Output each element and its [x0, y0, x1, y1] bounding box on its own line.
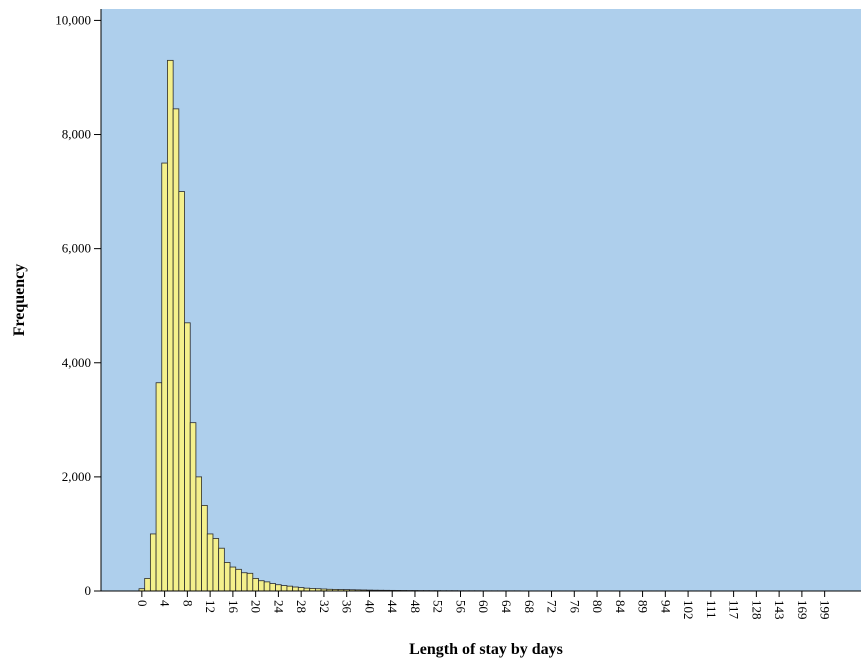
histogram-bar: [144, 578, 151, 592]
x-tick-label: 20: [249, 600, 264, 613]
plot-area: [101, 9, 861, 591]
x-tick-label: 36: [340, 600, 355, 614]
histogram-bar: [280, 585, 288, 592]
histogram-bar: [297, 587, 305, 592]
y-tick-label: 0: [85, 583, 92, 598]
y-axis-title: Frequency: [11, 264, 28, 337]
histogram-bar: [206, 533, 214, 592]
x-tick-label: 0: [135, 600, 150, 607]
x-tick-label: 68: [522, 600, 537, 613]
histogram-bar: [241, 572, 248, 592]
histogram-bar: [252, 578, 259, 592]
x-tick-label: 60: [476, 600, 491, 613]
x-tick-label: 169: [795, 600, 810, 620]
histogram-bar: [246, 572, 254, 592]
x-tick-label: 128: [749, 600, 764, 620]
histogram-bar: [212, 538, 220, 592]
x-tick-label: 8: [180, 600, 195, 607]
histogram-bar: [286, 585, 294, 592]
x-tick-label: 84: [613, 600, 628, 614]
x-axis-title: Length of stay by days: [409, 641, 563, 658]
x-tick-label: 199: [818, 600, 833, 620]
x-tick-label: 72: [545, 600, 560, 613]
y-tick-label: 6,000: [62, 241, 91, 256]
histogram-bar: [218, 547, 225, 592]
x-tick-label: 64: [499, 600, 514, 614]
histogram-bar: [184, 322, 191, 592]
x-tick-label: 89: [636, 600, 651, 613]
histogram-bar: [235, 568, 242, 592]
histogram-bar: [292, 586, 299, 592]
histogram-bar: [229, 566, 237, 592]
histogram-bar: [189, 422, 197, 592]
histogram-bar: [172, 108, 180, 592]
histogram-bar: [263, 581, 271, 592]
histogram-bar: [258, 580, 265, 592]
histogram-bar: [275, 584, 282, 592]
x-tick-label: 94: [658, 600, 673, 614]
y-tick-label: 8,000: [62, 127, 91, 142]
x-tick-label: 28: [294, 600, 309, 613]
x-tick-label: 76: [567, 600, 582, 614]
histogram-bar: [161, 162, 168, 592]
x-tick-label: 12: [203, 600, 218, 613]
histogram-bar: [201, 505, 208, 592]
x-tick-label: 80: [590, 600, 605, 613]
histogram-bar: [149, 533, 157, 592]
histogram-bar: [195, 476, 202, 592]
x-tick-label: 48: [408, 600, 423, 613]
x-tick-label: 40: [362, 600, 377, 613]
histogram-bar: [178, 191, 185, 592]
y-ticks-group: 0 2,000 4,000 6,000 8,000 10,000: [55, 12, 101, 598]
x-tick-label: 117: [727, 600, 742, 620]
y-tick-label: 10,000: [55, 12, 91, 27]
histogram-bar: [269, 583, 276, 592]
histogram-bar: [155, 382, 163, 592]
x-tick-label: 143: [772, 600, 787, 620]
x-tick-label: 24: [271, 600, 286, 614]
x-tick-label: 111: [704, 600, 719, 619]
x-tick-label: 32: [317, 600, 332, 613]
x-tick-label: 4: [158, 600, 173, 607]
x-ticks-group: 0 4 8 12 16 20 24 28 32 36 40 44 48 52 56 60 64 68 72 76 80 8…: [135, 591, 833, 620]
y-tick-label: 4,000: [62, 355, 91, 370]
histogram-bar: [167, 59, 174, 592]
x-tick-label: 16: [226, 600, 241, 614]
x-tick-label: 56: [453, 600, 468, 614]
histogram-bar: [223, 562, 231, 592]
y-tick-label: 2,000: [62, 469, 91, 484]
x-tick-label: 52: [431, 600, 446, 613]
x-tick-label: 102: [681, 600, 696, 620]
x-tick-label: 44: [385, 600, 400, 614]
